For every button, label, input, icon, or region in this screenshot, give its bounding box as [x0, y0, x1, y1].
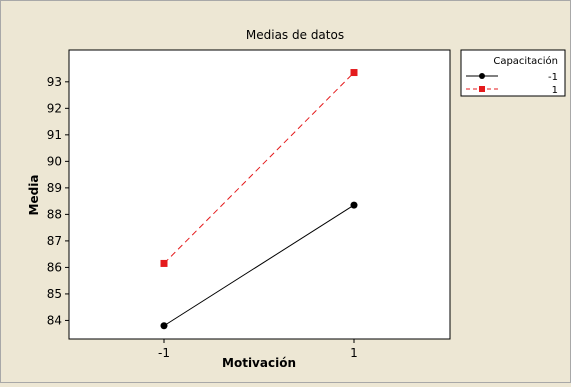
y-tick-label: 89	[47, 181, 62, 195]
y-tick-label: 91	[47, 128, 62, 142]
x-axis: -1 1	[158, 339, 358, 360]
x-axis-label: Motivación	[222, 356, 296, 370]
y-tick-label: 90	[47, 154, 62, 168]
y-axis: 84 85 86 87 88 89 90 91 92 93	[47, 75, 69, 327]
y-tick-label: 85	[47, 287, 62, 301]
legend-marker	[479, 86, 485, 92]
y-tick-label: 92	[47, 101, 62, 115]
x-tick-label: 1	[350, 346, 358, 360]
data-point	[350, 201, 358, 209]
y-tick-label: 87	[47, 234, 62, 248]
legend-title: Capacitación	[493, 55, 558, 67]
data-point	[160, 259, 168, 267]
data-point	[350, 69, 358, 77]
data-point	[160, 322, 168, 330]
x-tick-label: -1	[158, 346, 170, 360]
plot-area	[68, 49, 451, 340]
y-tick-label: 86	[47, 260, 62, 274]
y-axis-label: Media	[27, 175, 41, 216]
legend: Capacitación -1 1	[460, 49, 566, 97]
series-line--1	[163, 204, 355, 327]
legend-label: 1	[552, 85, 558, 96]
y-tick-label: 93	[47, 75, 62, 89]
chart-title: Medias de datos	[246, 28, 344, 42]
series-layer	[160, 69, 358, 330]
legend-marker	[479, 73, 485, 79]
legend-label: -1	[548, 72, 558, 83]
y-tick-label: 84	[47, 313, 62, 327]
y-tick-label: 88	[47, 207, 62, 221]
series-line-1	[163, 72, 355, 264]
legend-box	[460, 49, 566, 97]
